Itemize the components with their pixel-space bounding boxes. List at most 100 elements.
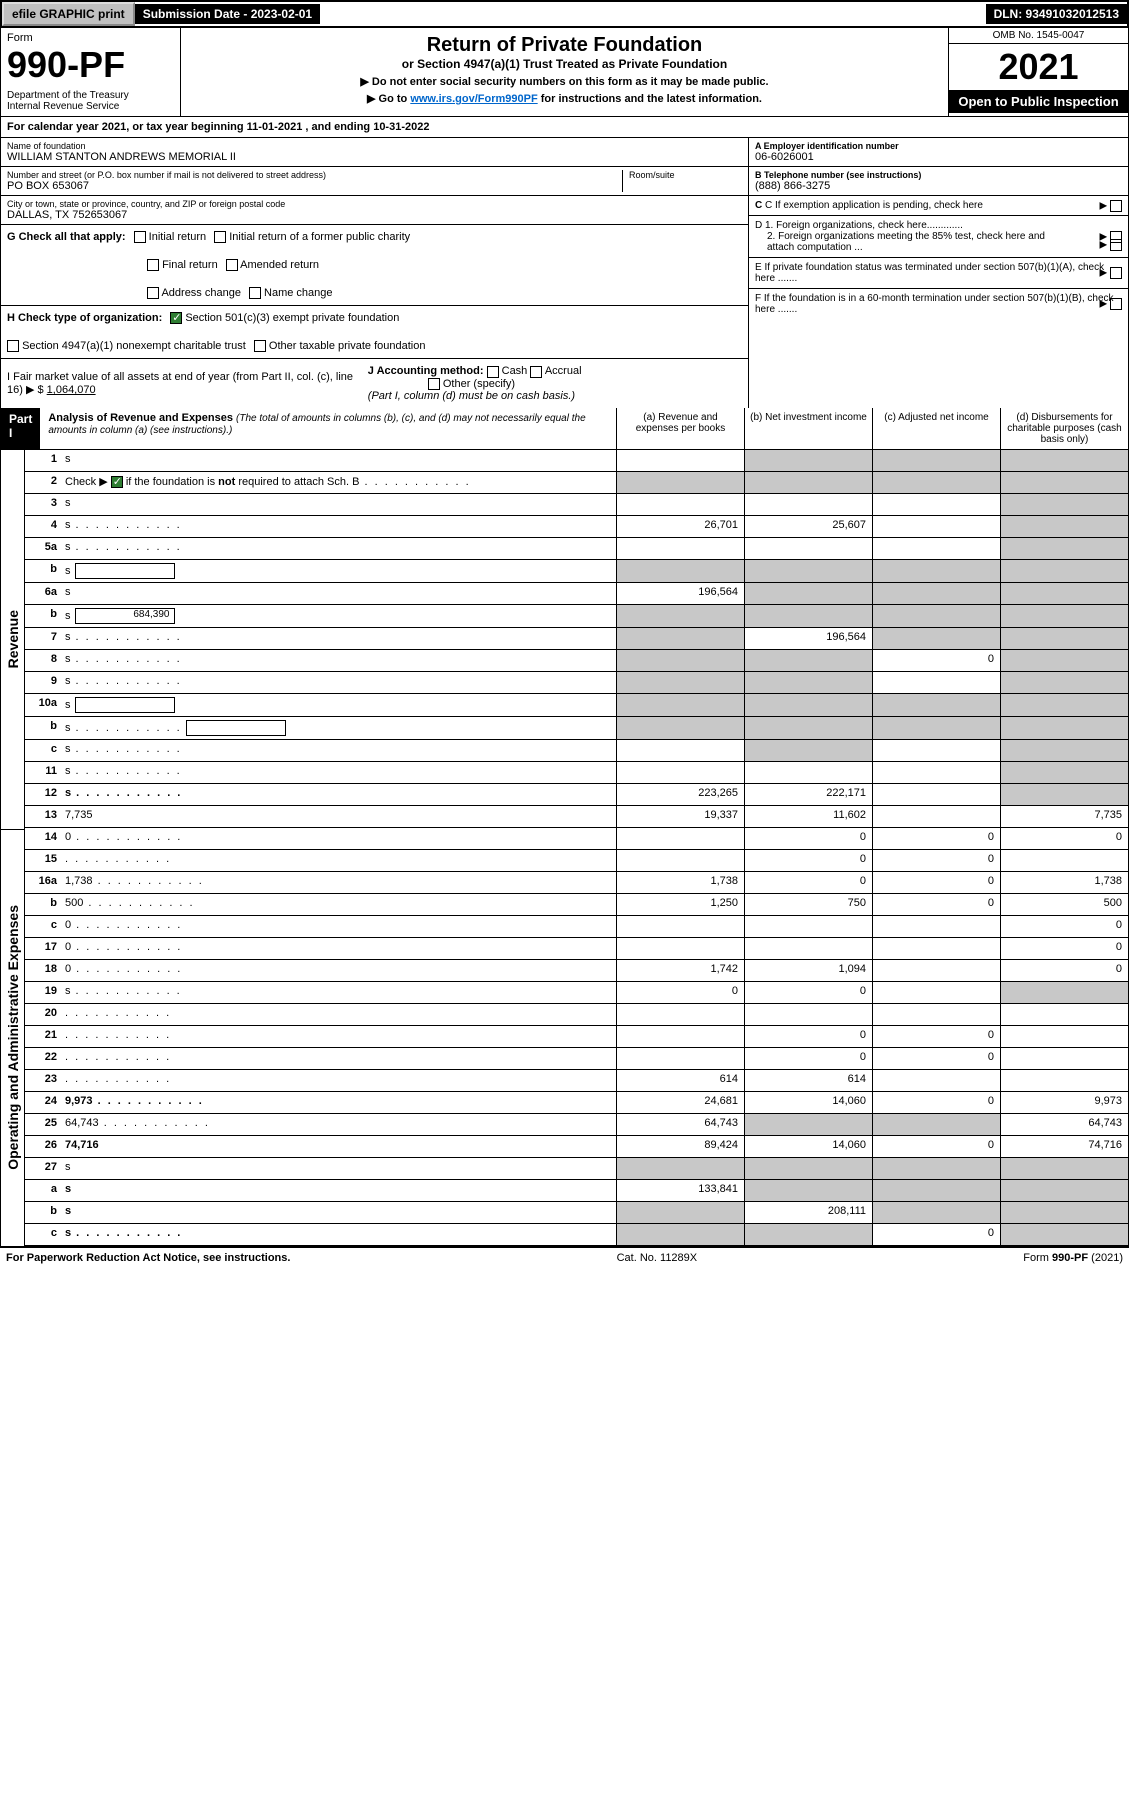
cell-c: 0 xyxy=(872,1026,1000,1047)
checkbox-e[interactable] xyxy=(1110,267,1122,279)
ein-value: 06-6026001 xyxy=(755,151,1122,163)
checkbox-accrual[interactable] xyxy=(530,366,542,378)
cell-a xyxy=(616,938,744,959)
checkbox-address-change[interactable] xyxy=(147,287,159,299)
line-desc: 0 xyxy=(61,938,616,959)
f-box: F If the foundation is in a 60-month ter… xyxy=(749,289,1128,319)
line-17: 1700 xyxy=(25,938,1128,960)
cell-d xyxy=(1000,740,1128,761)
cell-a xyxy=(616,538,744,559)
cell-c: 0 xyxy=(872,1048,1000,1069)
line-14: 140000 xyxy=(25,828,1128,850)
line-number: 4 xyxy=(25,516,61,537)
checkbox-initial-return[interactable] xyxy=(134,231,146,243)
cell-b: 25,607 xyxy=(744,516,872,537)
cell-d xyxy=(1000,650,1128,671)
cell-b xyxy=(744,717,872,739)
form-note-2: ▶ Go to www.irs.gov/Form990PF for instru… xyxy=(187,92,942,105)
cell-a xyxy=(616,717,744,739)
irs-link[interactable]: www.irs.gov/Form990PF xyxy=(410,93,537,105)
cell-c xyxy=(872,583,1000,604)
cell-a xyxy=(616,740,744,761)
checkbox-cash[interactable] xyxy=(487,366,499,378)
cell-b xyxy=(744,1114,872,1135)
cell-c xyxy=(872,672,1000,693)
cell-d xyxy=(1000,450,1128,471)
line-desc: s xyxy=(61,717,616,739)
checkbox-initial-former[interactable] xyxy=(214,231,226,243)
line-15: 1500 xyxy=(25,850,1128,872)
cell-d: 64,743 xyxy=(1000,1114,1128,1135)
line-number: 18 xyxy=(25,960,61,981)
cell-d xyxy=(1000,1180,1128,1201)
line-desc: s xyxy=(61,450,616,471)
cell-d xyxy=(1000,472,1128,493)
line-desc: 9,973 xyxy=(61,1092,616,1113)
footer-left: For Paperwork Reduction Act Notice, see … xyxy=(6,1252,290,1264)
line-number: c xyxy=(25,740,61,761)
cell-b: 0 xyxy=(744,1048,872,1069)
d-box: D 1. Foreign organizations, check here..… xyxy=(749,216,1128,258)
cell-a xyxy=(616,560,744,582)
cell-b: 208,111 xyxy=(744,1202,872,1223)
checkbox-c[interactable] xyxy=(1110,200,1122,212)
cell-b xyxy=(744,762,872,783)
cell-b: 0 xyxy=(744,982,872,1003)
line-number: 8 xyxy=(25,650,61,671)
cell-d: 7,735 xyxy=(1000,806,1128,827)
cell-c: 0 xyxy=(872,650,1000,671)
checkbox-amended-return[interactable] xyxy=(226,259,238,271)
cell-a: 64,743 xyxy=(616,1114,744,1135)
line-4: 4s26,70125,607 xyxy=(25,516,1128,538)
cell-b: 14,060 xyxy=(744,1092,872,1113)
cell-d xyxy=(1000,494,1128,515)
cell-b: 0 xyxy=(744,828,872,849)
cell-b: 196,564 xyxy=(744,628,872,649)
line-desc: s xyxy=(61,628,616,649)
line-7: 7s196,564 xyxy=(25,628,1128,650)
footer-mid: Cat. No. 11289X xyxy=(617,1252,698,1264)
cell-d xyxy=(1000,982,1128,1003)
cell-c xyxy=(872,806,1000,827)
cell-d xyxy=(1000,1048,1128,1069)
line-number: b xyxy=(25,560,61,582)
line-desc: s xyxy=(61,694,616,716)
cell-a xyxy=(616,1004,744,1025)
cell-d xyxy=(1000,628,1128,649)
line-c: cs0 xyxy=(25,1224,1128,1246)
line-number: 20 xyxy=(25,1004,61,1025)
cell-d xyxy=(1000,694,1128,716)
cell-c xyxy=(872,982,1000,1003)
line-3: 3s xyxy=(25,494,1128,516)
checkbox-other-taxable[interactable] xyxy=(254,340,266,352)
city-label: City or town, state or province, country… xyxy=(7,199,742,209)
main-table: Revenue Operating and Administrative Exp… xyxy=(0,450,1129,1247)
footer-right: Form 990-PF (2021) xyxy=(1023,1252,1123,1264)
telephone-label: B Telephone number (see instructions) xyxy=(755,170,1122,180)
line-number: 23 xyxy=(25,1070,61,1091)
line-number: 15 xyxy=(25,850,61,871)
checkbox-name-change[interactable] xyxy=(249,287,261,299)
checkbox-f[interactable] xyxy=(1110,298,1122,310)
cell-d xyxy=(1000,560,1128,582)
open-inspection-label: Open to Public Inspection xyxy=(949,90,1128,113)
form-label: Form xyxy=(7,32,174,44)
checkbox-other-method[interactable] xyxy=(428,378,440,390)
cell-a: 24,681 xyxy=(616,1092,744,1113)
line-13: 137,73519,33711,6027,735 xyxy=(25,806,1128,828)
part1-title: Analysis of Revenue and Expenses xyxy=(48,412,233,424)
line-b: bs208,111 xyxy=(25,1202,1128,1224)
cell-b xyxy=(744,560,872,582)
line-number: 13 xyxy=(25,806,61,827)
line-11: 11s xyxy=(25,762,1128,784)
checkbox-4947a1[interactable] xyxy=(7,340,19,352)
info-grid: Name of foundation WILLIAM STANTON ANDRE… xyxy=(0,138,1129,408)
checkbox-501c3[interactable] xyxy=(170,312,182,324)
efile-print-button[interactable]: efile GRAPHIC print xyxy=(2,2,135,26)
cell-a xyxy=(616,472,744,493)
checkbox-d2[interactable] xyxy=(1110,239,1122,251)
line-23: 23614614 xyxy=(25,1070,1128,1092)
cell-d: 0 xyxy=(1000,960,1128,981)
cell-b xyxy=(744,1180,872,1201)
checkbox-final-return[interactable] xyxy=(147,259,159,271)
